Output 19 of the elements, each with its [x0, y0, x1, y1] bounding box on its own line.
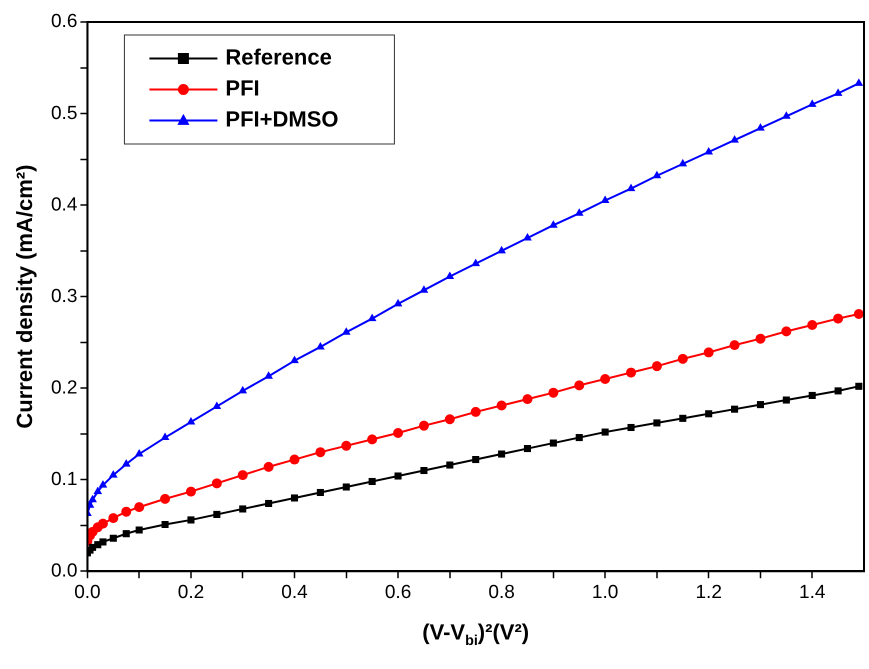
y-tick-label: 0.1	[50, 468, 78, 490]
y-tick-label: 0.5	[50, 102, 78, 124]
y-axis-title: Current density (mA/cm²)	[12, 164, 38, 429]
x-tick-label: 0.8	[488, 582, 515, 603]
x-tick-label: 0.0	[74, 582, 101, 603]
legend-label: PFI	[225, 76, 260, 101]
y-tick-label: 0.4	[50, 194, 78, 216]
legend-label: PFI+DMSO	[225, 106, 338, 132]
x-tick-label: 0.4	[281, 582, 308, 603]
x-tick-label: 1.0	[592, 582, 618, 603]
x-tick-label: 1.4	[799, 582, 826, 603]
x-tick-label: 0.2	[178, 582, 204, 603]
y-tick-label: 0.2	[50, 377, 78, 398]
y-tick-label: 0.3	[50, 286, 78, 307]
y-tick-label: 0.6	[50, 11, 78, 32]
x-tick-label: 0.6	[384, 582, 412, 603]
y-tick-label: 0.0	[50, 560, 78, 582]
legend-label: Reference	[225, 44, 332, 70]
x-tick-label: 1.2	[695, 582, 722, 603]
